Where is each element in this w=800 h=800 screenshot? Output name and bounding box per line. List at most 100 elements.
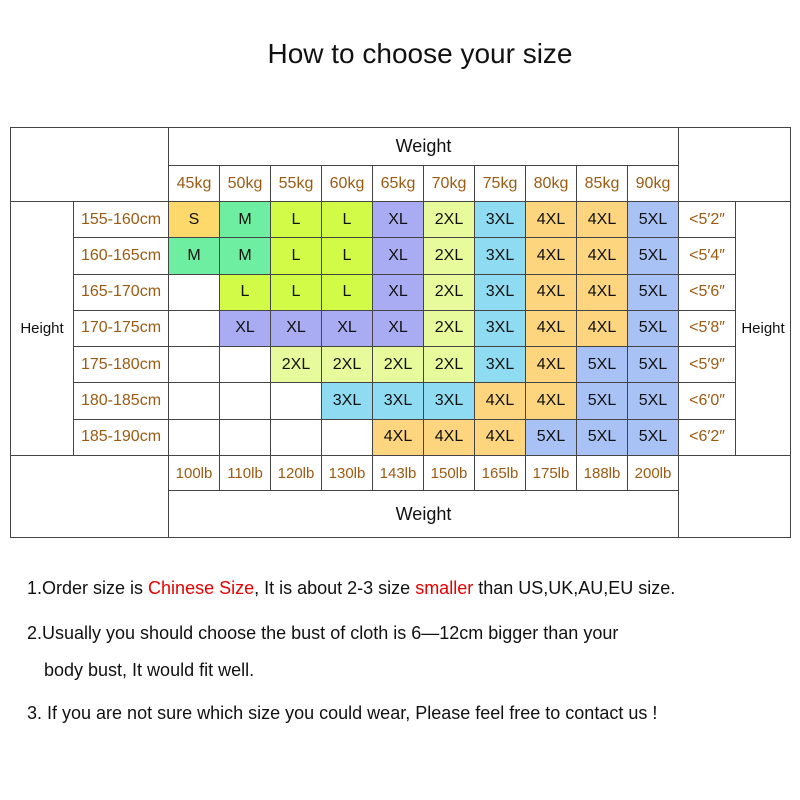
kg-label: 75kg	[474, 165, 526, 202]
size-cell: XL	[372, 201, 424, 239]
size-cell: 4XL	[525, 237, 577, 275]
lb-label: 165lb	[474, 455, 526, 491]
kg-label: 45kg	[168, 165, 220, 202]
size-cell: 4XL	[576, 201, 628, 239]
note-text: than US,UK,AU,EU size.	[473, 578, 676, 598]
blank-cell	[10, 127, 169, 202]
empty-cell	[219, 382, 271, 420]
height-label: Height	[735, 201, 791, 456]
size-cell: 4XL	[372, 418, 424, 456]
lb-label: 130lb	[321, 455, 373, 491]
size-cell: 3XL	[474, 273, 526, 311]
size-cell: 5XL	[627, 309, 679, 348]
size-cell: 2XL	[270, 346, 322, 384]
size-cell: 5XL	[627, 346, 679, 384]
empty-cell	[270, 382, 322, 420]
size-cell: 4XL	[576, 309, 628, 348]
blank-cell	[678, 127, 791, 202]
empty-cell	[219, 418, 271, 456]
note-line: 1.Order size is Chinese Size, It is abou…	[27, 578, 675, 599]
note-text: 3. If you are not sure which size you co…	[27, 703, 658, 723]
size-cell: 5XL	[627, 418, 679, 456]
note-text: 2.Usually you should choose the bust of …	[27, 623, 619, 643]
weight-header: Weight	[168, 127, 679, 166]
size-cell: 5XL	[627, 273, 679, 311]
size-cell: 3XL	[474, 346, 526, 384]
imperial-height: <6′2″	[678, 418, 736, 456]
size-cell: 2XL	[423, 237, 475, 275]
size-cell: 3XL	[321, 382, 373, 420]
height-range: 185-190cm	[73, 418, 169, 456]
size-cell: L	[270, 273, 322, 311]
size-cell: 5XL	[627, 201, 679, 239]
empty-cell	[168, 346, 220, 384]
size-cell: XL	[372, 273, 424, 311]
note-text: 1.Order size is	[27, 578, 149, 598]
blank-cell	[10, 455, 169, 538]
imperial-height: <5′2″	[678, 201, 736, 239]
size-cell: 2XL	[321, 346, 373, 384]
height-range: 180-185cm	[73, 382, 169, 420]
size-cell: L	[321, 237, 373, 275]
size-cell: 5XL	[525, 418, 577, 456]
kg-label: 85kg	[576, 165, 628, 202]
size-cell: 2XL	[423, 309, 475, 348]
kg-label: 90kg	[627, 165, 679, 202]
size-cell: 5XL	[627, 237, 679, 275]
empty-cell	[168, 309, 220, 348]
size-cell: XL	[321, 309, 373, 348]
size-cell: 2XL	[423, 273, 475, 311]
lb-label: 110lb	[219, 455, 271, 491]
size-cell: L	[321, 201, 373, 239]
size-cell: 3XL	[474, 201, 526, 239]
height-range: 155-160cm	[73, 201, 169, 239]
size-cell: XL	[270, 309, 322, 348]
size-cell: 3XL	[372, 382, 424, 420]
size-cell: 4XL	[423, 418, 475, 456]
empty-cell	[219, 346, 271, 384]
size-cell: 3XL	[474, 309, 526, 348]
imperial-height: <5′9″	[678, 346, 736, 384]
size-cell: 2XL	[423, 346, 475, 384]
lb-label: 150lb	[423, 455, 475, 491]
size-cell: 4XL	[525, 382, 577, 420]
kg-label: 60kg	[321, 165, 373, 202]
kg-label: 55kg	[270, 165, 322, 202]
height-range: 170-175cm	[73, 309, 169, 348]
kg-label: 65kg	[372, 165, 424, 202]
height-label: Height	[10, 201, 74, 456]
empty-cell	[321, 418, 373, 456]
size-cell: 4XL	[474, 418, 526, 456]
note-text: body bust, It would fit well.	[44, 660, 255, 680]
size-cell: 4XL	[525, 273, 577, 311]
empty-cell	[168, 418, 220, 456]
height-range: 160-165cm	[73, 237, 169, 275]
height-range: 165-170cm	[73, 273, 169, 311]
size-cell: L	[270, 201, 322, 239]
empty-cell	[270, 418, 322, 456]
size-cell: 2XL	[372, 346, 424, 384]
size-cell: L	[321, 273, 373, 311]
lb-label: 100lb	[168, 455, 220, 491]
size-cell: 4XL	[525, 201, 577, 239]
highlight-text: smaller	[415, 578, 474, 598]
size-cell: M	[219, 237, 271, 275]
imperial-height: <5′6″	[678, 273, 736, 311]
size-cell: 5XL	[627, 382, 679, 420]
lb-label: 175lb	[525, 455, 577, 491]
note-line: 3. If you are not sure which size you co…	[27, 703, 657, 724]
size-cell: 5XL	[576, 382, 628, 420]
height-range: 175-180cm	[73, 346, 169, 384]
weight-footer: Weight	[168, 490, 679, 538]
highlight-text: Chinese Size	[148, 578, 255, 598]
note-text: , It is about 2-3 size	[254, 578, 416, 598]
size-cell: 2XL	[423, 201, 475, 239]
size-cell: 3XL	[474, 237, 526, 275]
size-cell: XL	[219, 309, 271, 348]
size-cell: 4XL	[576, 237, 628, 275]
lb-label: 120lb	[270, 455, 322, 491]
size-cell: S	[168, 201, 220, 239]
size-cell: 4XL	[474, 382, 526, 420]
size-cell: L	[219, 273, 271, 311]
